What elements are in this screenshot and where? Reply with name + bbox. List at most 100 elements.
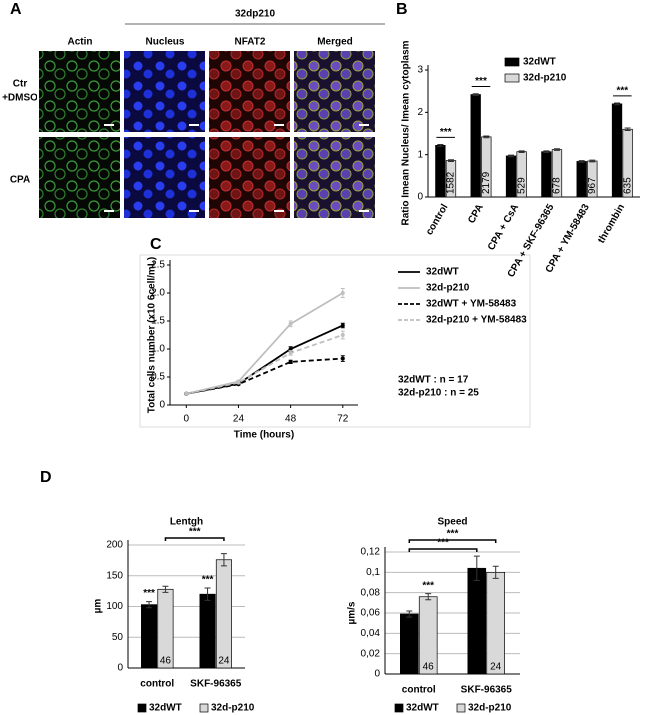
image: [292, 135, 377, 220]
series-line: [186, 334, 344, 395]
point: [184, 391, 189, 396]
error-bar: [472, 93, 479, 96]
n-label: 34: [202, 656, 214, 667]
y-axis-label: µm/s: [347, 601, 358, 624]
significance: ***: [475, 76, 487, 87]
x-tick-label: control: [402, 685, 436, 696]
panel-letter: B: [396, 1, 408, 18]
y-tick-label: 1.5: [151, 316, 165, 327]
bar: [467, 567, 487, 675]
panel-letter: D: [40, 469, 52, 486]
legend-label: 32d-p210 + YM-58483: [426, 315, 527, 326]
error-bar: [518, 150, 525, 154]
legend-label: 32d-p210: [426, 283, 470, 294]
chart-title: Lentgh: [170, 517, 203, 528]
significance: ***: [447, 529, 459, 540]
n-label: 1213: [506, 171, 517, 194]
x-tick-label: 24: [233, 414, 245, 425]
legend-label: 32dWT: [406, 703, 439, 714]
y-tick-label: 0: [159, 400, 165, 411]
error-bar: [437, 144, 444, 147]
error-bar: [146, 601, 153, 609]
y-tick-label: 1.0: [151, 344, 165, 355]
error-bar: [492, 565, 499, 579]
n-label: 297: [576, 177, 587, 194]
annotation: 32dWT : n = 17: [398, 375, 469, 386]
column-header: NFAT2: [235, 37, 266, 48]
column-header: Nucleus: [146, 37, 185, 48]
legend-label: 32dWT + YM-58483: [426, 299, 517, 310]
y-tick-label: 0: [374, 669, 380, 680]
n-label: 37: [404, 662, 416, 673]
point: [340, 323, 345, 328]
error-bar: [425, 593, 432, 601]
image: [207, 135, 292, 220]
column-header: Actin: [68, 37, 93, 48]
n-label: 635: [622, 177, 633, 194]
error-bar: [578, 160, 585, 163]
annotation: 32d-p210 : n = 25: [398, 388, 479, 399]
bracket: [164, 537, 225, 541]
panel-a: A 32dp210 Actin Nucleus NFAT2 Merged Ctr…: [2, 1, 385, 220]
panel-c-frame: [139, 254, 531, 428]
y-tick-label: 3: [417, 65, 423, 76]
point: [288, 321, 293, 326]
legend-swatch: [137, 703, 147, 713]
point: [288, 347, 293, 351]
n-label: 24: [490, 662, 502, 673]
point: [236, 380, 241, 385]
error-bar: [204, 587, 211, 601]
legend-label: 32d-p210: [211, 703, 255, 714]
error-bar: [553, 148, 560, 151]
legend-swatch: [504, 73, 520, 83]
error-bar: [406, 610, 413, 618]
row-label: +DMSO: [2, 93, 38, 104]
legend-label: 32d-p210: [523, 73, 567, 84]
y-tick-label: 0,12: [361, 547, 381, 558]
error-bar: [447, 159, 454, 162]
error-bar: [220, 553, 227, 567]
bracket: [408, 548, 478, 552]
panel-title: 32dp210: [235, 9, 275, 20]
y-tick-label: 0,08: [361, 587, 381, 598]
significance: ***: [422, 580, 434, 591]
n-label: 24: [218, 656, 230, 667]
y-tick-label: 1: [417, 149, 423, 160]
y-tick-label: 0,1: [366, 567, 380, 578]
panel-letter: C: [150, 236, 162, 253]
point: [288, 350, 293, 355]
bracket: [408, 539, 497, 543]
n-label: 426: [541, 177, 552, 194]
error-bar: [508, 154, 515, 158]
n-label: 529: [516, 177, 527, 194]
y-tick-label: 2.5: [151, 260, 165, 271]
n-label: 2605: [470, 171, 481, 194]
image: [37, 49, 122, 134]
n-label: 46: [160, 656, 172, 667]
error-bar: [624, 127, 631, 132]
error-bar: [473, 555, 480, 581]
y-tick-label: 0,02: [361, 648, 381, 659]
legend-swatch: [504, 57, 520, 67]
x-tick-label: 0: [184, 414, 190, 425]
significance: ***: [437, 538, 449, 549]
y-tick-label: 50: [112, 632, 124, 643]
error-bar: [543, 150, 550, 154]
image: [122, 49, 207, 134]
y-axis-label: Ratio Imean Nucleus/ Imean cytoplasm: [401, 40, 412, 225]
y-tick-label: 100: [106, 601, 123, 612]
y-tick-label: 0: [417, 192, 423, 203]
significance: ***: [440, 127, 452, 138]
n-label: 2022: [612, 171, 623, 194]
bar: [486, 571, 505, 675]
micrographs: [37, 49, 377, 220]
n-label: 678: [552, 177, 563, 194]
n-label: 46: [423, 662, 435, 673]
chart-title: Speed: [437, 517, 467, 528]
y-tick-label: 200: [106, 540, 123, 551]
bar: [215, 559, 232, 669]
y-tick-label: 2: [417, 107, 423, 118]
n-label: 2179: [481, 171, 492, 194]
row-label: CPA: [10, 175, 30, 186]
